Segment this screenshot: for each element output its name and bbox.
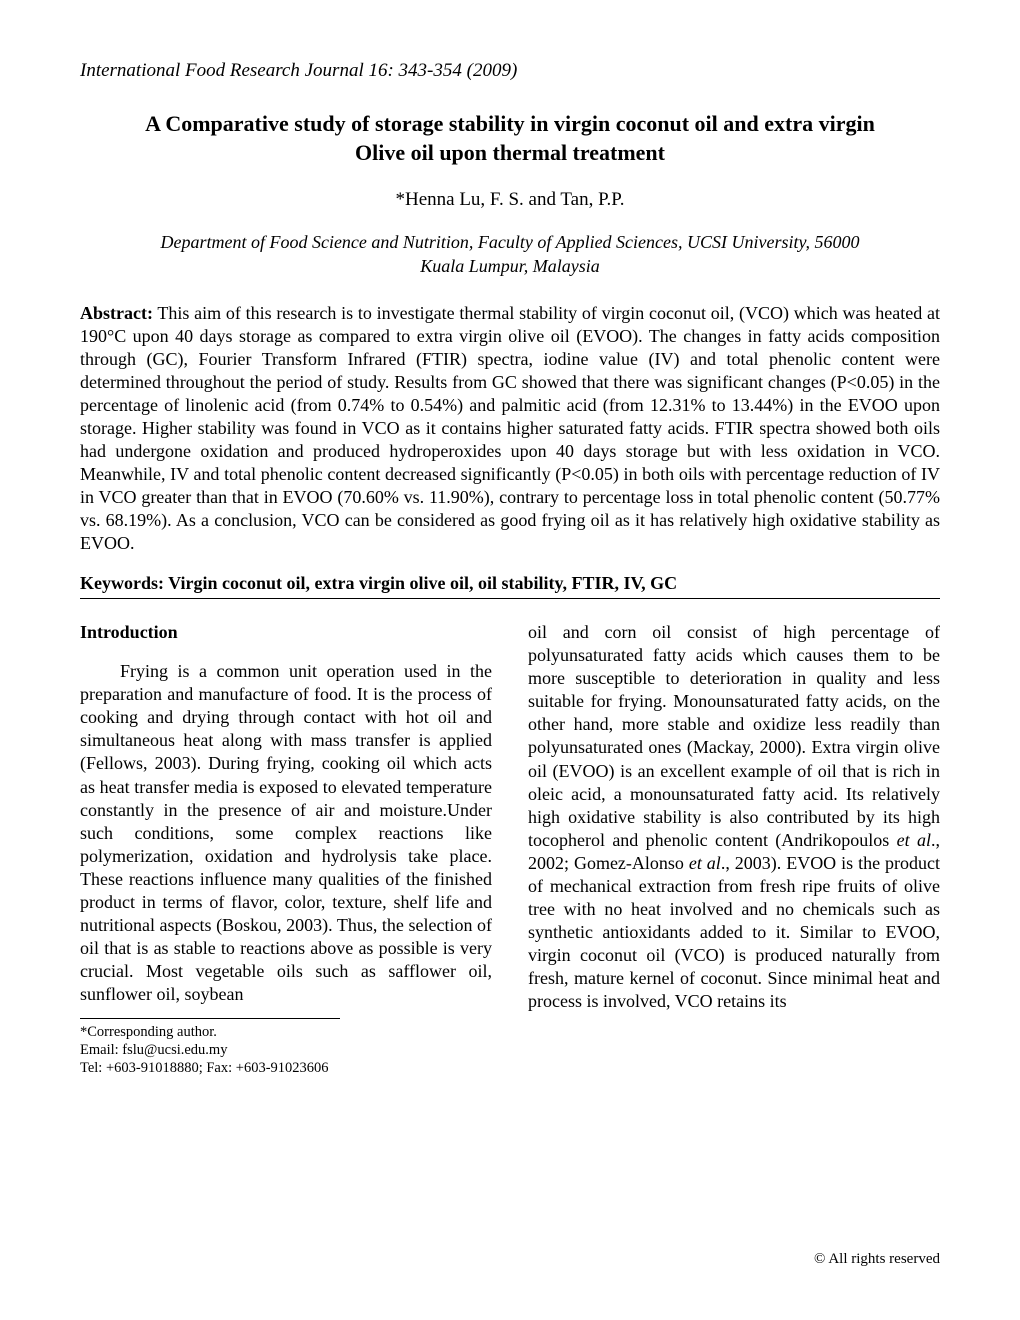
journal-header: International Food Research Journal 16: …: [80, 60, 940, 82]
footnote-line-3: Tel: +603-91018880; Fax: +603-91023606: [80, 1060, 329, 1076]
title-line-1: A Comparative study of storage stability…: [145, 111, 875, 136]
keywords: Keywords: Virgin coconut oil, extra virg…: [80, 573, 940, 594]
intro-paragraph-right: oil and corn oil consist of high percent…: [528, 621, 940, 1013]
affiliation: Department of Food Science and Nutrition…: [80, 231, 940, 278]
footnote-line-1: *Corresponding author.: [80, 1024, 217, 1040]
title-line-2: Olive oil upon thermal treatment: [355, 140, 665, 165]
footnote-separator: [80, 1018, 340, 1019]
intro-paragraph-left: Frying is a common unit operation used i…: [80, 660, 492, 1005]
article-title: A Comparative study of storage stability…: [80, 110, 940, 167]
introduction-heading: Introduction: [80, 621, 492, 644]
abstract-block: Abstract: This aim of this research is t…: [80, 302, 940, 555]
column-left: Introduction Frying is a common unit ope…: [80, 621, 492, 1077]
italic-etal-2: et al: [689, 853, 721, 873]
footnote-line-2: Email: fslu@ucsi.edu.my: [80, 1042, 227, 1058]
body-columns: Introduction Frying is a common unit ope…: [80, 621, 940, 1077]
col2-part-a: oil and corn oil consist of high percent…: [528, 622, 940, 849]
affiliation-line-2: Kuala Lumpur, Malaysia: [420, 256, 600, 276]
col2-part-c: ., 2003). EVOO is the product of mechani…: [528, 853, 940, 1011]
affiliation-line-1: Department of Food Science and Nutrition…: [160, 232, 859, 252]
abstract-label: Abstract:: [80, 303, 153, 323]
abstract-text: This aim of this research is to investig…: [80, 303, 940, 553]
italic-etal-1: et al: [897, 830, 931, 850]
copyright: © All rights reserved: [814, 1251, 940, 1268]
authors: *Henna Lu, F. S. and Tan, P.P.: [80, 189, 940, 211]
divider: [80, 598, 940, 599]
column-right: oil and corn oil consist of high percent…: [528, 621, 940, 1077]
footnote: *Corresponding author. Email: fslu@ucsi.…: [80, 1023, 492, 1077]
